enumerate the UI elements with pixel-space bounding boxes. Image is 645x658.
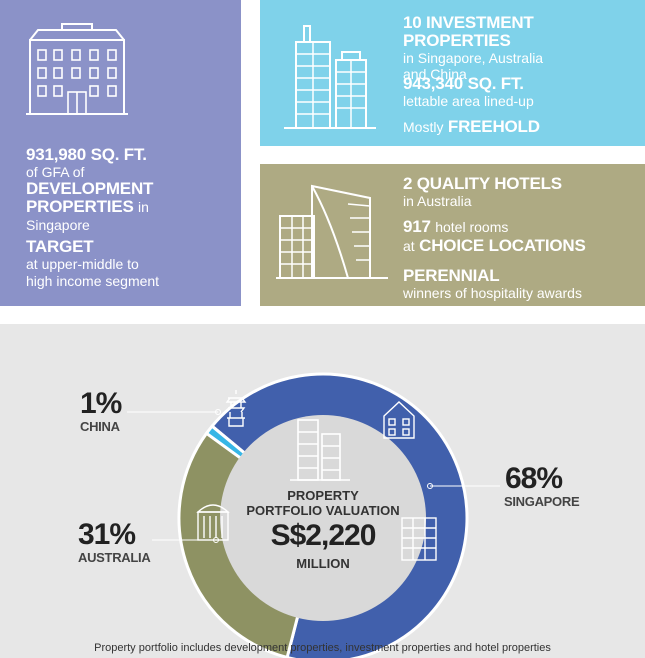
inv-area-value: 943,340 SQ. FT. <box>403 74 524 93</box>
hotel-rooms-value: 917 <box>403 217 431 236</box>
dev-label-1: DEVELOPMENT <box>26 179 154 198</box>
center-value: S$2,220 <box>270 519 377 552</box>
dev-target-text-1: at upper-middle to <box>26 256 139 272</box>
hotels-panel: 2 QUALITY HOTELS in Australia 917 hotel … <box>260 164 645 306</box>
inv-mostly: Mostly <box>403 119 444 135</box>
heritage-building-icon <box>196 504 230 541</box>
inv-area-text: lettable area lined-up <box>403 93 534 109</box>
china-percent: 1% <box>80 387 122 420</box>
center-buildings-icon <box>290 419 350 481</box>
inv-locations-2: and China <box>403 66 467 82</box>
china-label: CHINA <box>80 419 120 434</box>
dev-gfa-value: 931,980 SQ. FT. <box>26 145 147 164</box>
center-title-1: PROPERTY <box>287 488 359 503</box>
apartment-icon <box>401 517 437 561</box>
center-unit: MILLION <box>296 556 350 571</box>
footnote: Property portfolio includes development … <box>94 642 551 654</box>
investment-panel: 10 INVESTMENT PROPERTIES in Singapore, A… <box>260 0 645 146</box>
center-title-2: PORTFOLIO VALUATION <box>246 503 400 518</box>
hotel-location: in Australia <box>403 193 472 209</box>
donut-center <box>220 415 426 621</box>
pagoda-icon <box>225 390 247 427</box>
dev-in-text: in <box>138 199 149 215</box>
dev-target-label: TARGET <box>26 237 94 256</box>
hotel-at-text: at <box>403 238 415 254</box>
dev-label-2: PROPERTIES <box>26 197 134 216</box>
dev-gfa-text: of GFA of <box>26 164 85 180</box>
hotel-count-label: 2 QUALITY HOTELS <box>403 174 562 193</box>
development-panel: 931,980 SQ. FT. of GFA of DEVELOPMENT PR… <box>0 0 241 306</box>
dev-location: Singapore <box>26 217 90 233</box>
hotel-rooms-text: hotel rooms <box>435 219 509 235</box>
hotel-perennial-text: winners of hospitality awards <box>403 285 582 301</box>
hotel-choice-label: CHOICE LOCATIONS <box>419 236 586 255</box>
inv-freehold: FREEHOLD <box>447 117 540 136</box>
portfolio-donut-chart <box>127 372 500 658</box>
hotel-perennial-label: PERENNIAL <box>403 266 500 285</box>
house-icon <box>383 401 415 439</box>
singapore-percent: 68% <box>505 462 563 495</box>
dev-target-text-2: high income segment <box>26 273 160 289</box>
singapore-label: SINGAPORE <box>504 494 580 509</box>
apartment-building-icon <box>26 23 128 115</box>
australia-percent: 31% <box>78 518 136 551</box>
office-towers-icon <box>284 25 376 129</box>
hotel-building-icon <box>276 184 388 279</box>
inv-count-label: 10 INVESTMENT PROPERTIES <box>403 13 534 50</box>
inv-locations-1: in Singapore, Australia <box>403 50 544 66</box>
australia-label: AUSTRALIA <box>78 550 151 565</box>
